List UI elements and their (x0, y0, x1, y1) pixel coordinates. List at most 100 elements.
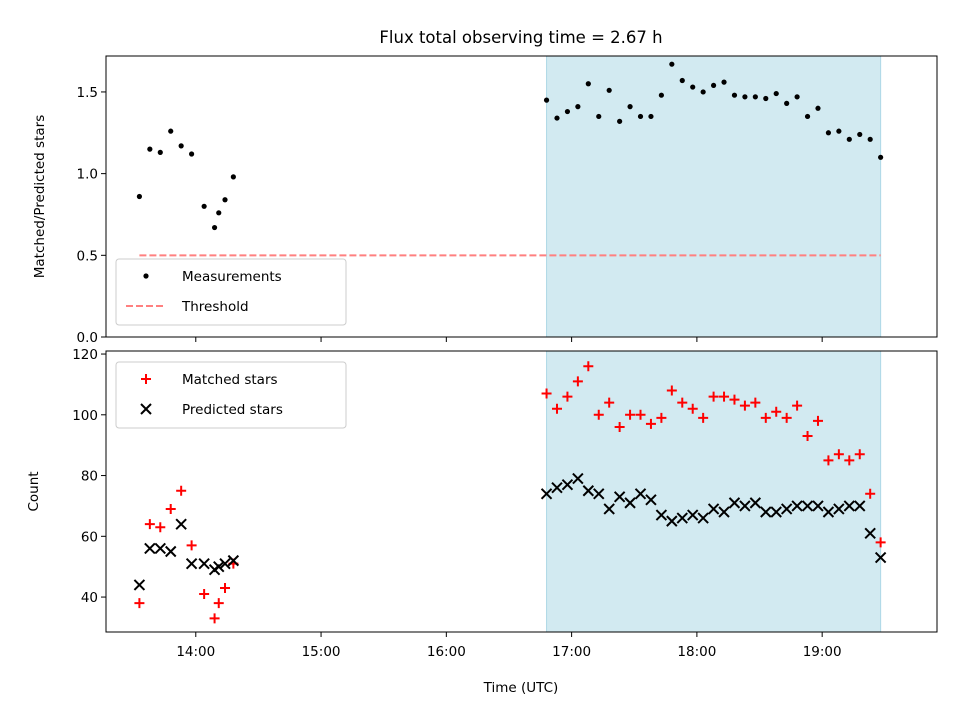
y-tick-label: 60 (81, 529, 98, 545)
matched-star-point (199, 589, 210, 600)
matched-star-point (155, 522, 166, 533)
predicted-star-point (561, 478, 574, 491)
bottom-panel: 40 60 80 100 120 14:00 15:00 16:00 17:00 18:00 19:… (26, 347, 938, 660)
measurement-point (178, 143, 184, 149)
y-axis-label: Matched/Predicted stars (32, 115, 48, 278)
y-tick-label: 80 (81, 469, 98, 485)
legend-predicted-marker (140, 403, 152, 415)
matched-star-point (760, 412, 771, 423)
predicted-star-point (770, 506, 782, 518)
predicted-star-point (760, 506, 772, 518)
predicted-star-point (874, 551, 887, 564)
predicted-star-point (791, 500, 803, 512)
predicted-star-point (175, 518, 187, 530)
measurement-point (752, 94, 758, 100)
x-tick-label: 18:00 (677, 644, 716, 660)
measurement-point (168, 128, 174, 134)
top-panel: 0.0 0.5 1.0 1.5 Matched/Predicted stars Measu… (32, 55, 938, 346)
measurement-point (564, 108, 571, 115)
predicted-star-point (864, 527, 876, 539)
matched-star-point (719, 391, 730, 402)
measurement-point (230, 174, 236, 180)
x-tick-label: 17:00 (552, 644, 591, 660)
measurement-point (543, 97, 550, 103)
measurement-point (147, 146, 153, 152)
matched-star-point (687, 403, 698, 414)
matched-star-point (635, 409, 646, 420)
matched-star-point (792, 400, 803, 411)
measurement-point (700, 89, 706, 95)
matched-star-point (604, 397, 615, 408)
measurement-point (669, 61, 675, 67)
matched-star-point (213, 598, 224, 609)
measurement-point (627, 104, 633, 110)
y-tick-label: 40 (81, 590, 98, 606)
matched-star-point (875, 537, 886, 548)
predicted-star-point (582, 485, 595, 497)
legend-matched-marker (141, 374, 151, 384)
matched-star-point (541, 388, 552, 399)
matched-star-point (854, 449, 865, 460)
matched-star-point (698, 412, 709, 423)
matched-star-point (844, 455, 855, 466)
x-axis-label: Time (UTC) (483, 680, 559, 696)
predicted-star-point (749, 497, 762, 509)
legend-measurement-marker (143, 273, 149, 279)
predicted-star-point (540, 488, 553, 500)
matched-star-point (562, 391, 573, 402)
predicted-star-point (655, 509, 668, 521)
legend-label: Matched stars (182, 372, 278, 388)
matched-star-point (645, 418, 656, 429)
predicted-star-point (697, 512, 709, 524)
measurement-point (637, 113, 644, 120)
predicted-star-point (227, 554, 240, 567)
predicted-star-point (780, 503, 793, 515)
matched-star-point (656, 412, 667, 423)
measurement-point (731, 92, 738, 98)
legend-label: Measurements (182, 269, 282, 285)
measurement-point (763, 95, 769, 102)
measurement-point (857, 131, 863, 138)
measurement-point (596, 113, 602, 120)
predicted-star-point (634, 488, 647, 500)
matched-star-point (186, 540, 197, 551)
predicted-star-point (133, 579, 146, 591)
measurement-point (585, 81, 591, 87)
predicted-star-point (854, 500, 866, 512)
measurement-point (606, 87, 612, 93)
matched-star-point (865, 488, 876, 499)
predicted-star-point (801, 500, 814, 512)
matched-star-point (165, 503, 176, 514)
measurement-point (201, 203, 207, 209)
legend-label: Threshold (181, 299, 249, 315)
matched-star-point (614, 421, 625, 432)
matched-star-point (771, 406, 782, 417)
measurement-point (679, 77, 685, 84)
matched-star-point (677, 397, 688, 408)
measurement-point (878, 154, 884, 160)
measurement-point (804, 113, 811, 120)
matched-star-point (134, 598, 145, 609)
measurement-point (773, 90, 779, 97)
matched-star-point (176, 485, 187, 496)
measurement-point (157, 149, 163, 155)
measurement-point (721, 79, 727, 85)
legend-box (115, 258, 347, 326)
predicted-star-point (213, 560, 225, 573)
measurement-point (211, 224, 218, 231)
measurement-point (136, 193, 143, 200)
measurement-point (658, 92, 664, 98)
measurement-point (846, 136, 852, 142)
axes-frame (105, 55, 938, 338)
measurement-point (867, 136, 873, 142)
predicted-star-point (185, 557, 198, 570)
predicted-star-point (666, 515, 678, 527)
matched-star-point (833, 449, 844, 460)
predicted-star-point (624, 497, 636, 509)
matched-star-point (750, 397, 761, 408)
matched-star-point (729, 394, 740, 405)
predicted-star-point (707, 503, 720, 515)
measurement-point (216, 210, 222, 216)
matched-star-point (144, 519, 155, 530)
matched-star-point (781, 412, 792, 423)
